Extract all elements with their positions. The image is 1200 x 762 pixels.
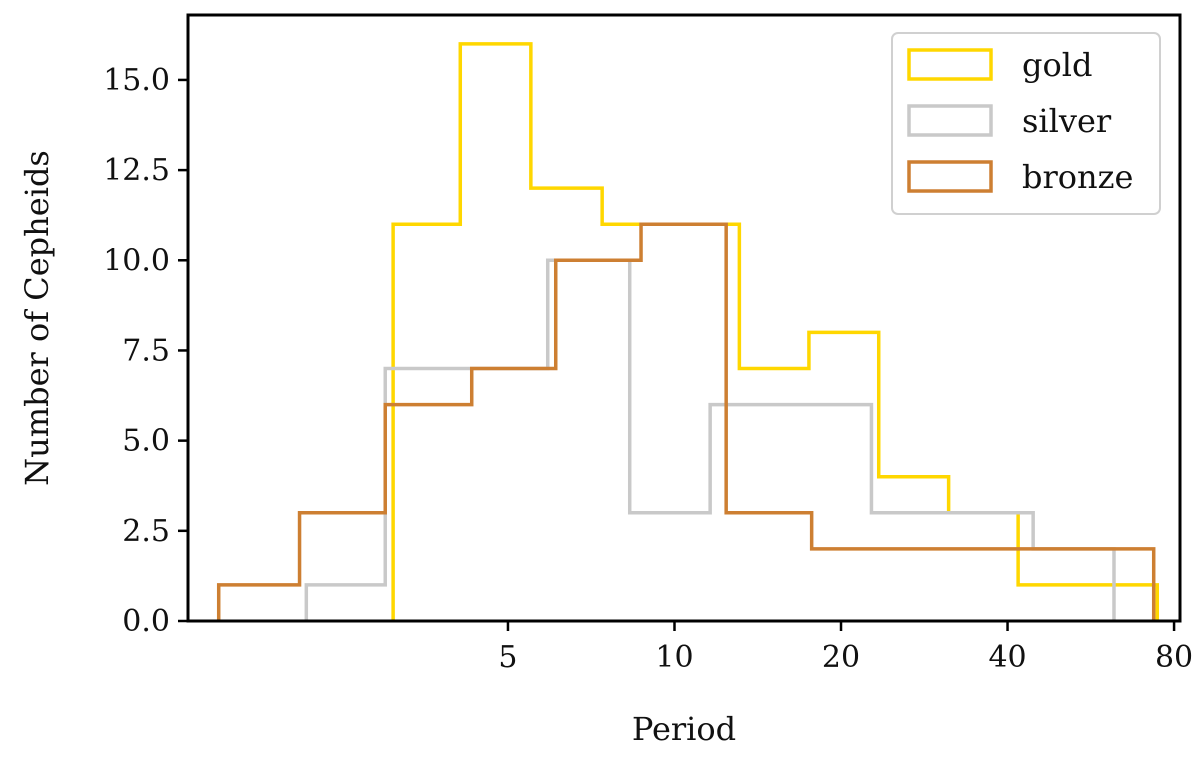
x-axis-ticks: 5 10 20 40 80	[498, 621, 1193, 675]
histogram-bronze	[216, 222, 1156, 621]
x-tick-label: 5	[498, 640, 517, 675]
y-tick-label: 10.0	[103, 243, 170, 278]
y-tick-label: 5.0	[122, 424, 170, 459]
legend-label-gold: gold	[1022, 46, 1092, 84]
histogram-silver	[304, 258, 1116, 621]
y-tick-label: 0.0	[122, 604, 170, 639]
y-tick-label: 15.0	[103, 63, 170, 98]
y-tick-label: 7.5	[122, 333, 170, 368]
y-tick-label: 2.5	[122, 514, 170, 549]
y-tick-label: 12.5	[103, 153, 170, 188]
legend: gold silver bronze	[891, 32, 1161, 215]
x-tick-label: 10	[655, 640, 693, 675]
x-axis-title: Period	[632, 710, 736, 748]
x-tick-label: 40	[988, 640, 1026, 675]
legend-swatch-bronze	[907, 160, 993, 193]
histogram-series-layer	[216, 42, 1160, 621]
legend-swatch-silver	[907, 104, 993, 137]
y-axis-ticks: 0.0 2.5 5.0 7.5 10.0 12.5 15.0	[103, 63, 188, 639]
legend-label-bronze: bronze	[1022, 158, 1133, 196]
axes-frame	[186, 13, 1182, 623]
x-tick-label: 80	[1155, 640, 1193, 675]
y-axis-title: Number of Cepheids	[18, 150, 56, 486]
legend-swatch-gold	[907, 48, 993, 81]
x-tick-label: 20	[822, 640, 860, 675]
legend-label-silver: silver	[1022, 102, 1112, 140]
